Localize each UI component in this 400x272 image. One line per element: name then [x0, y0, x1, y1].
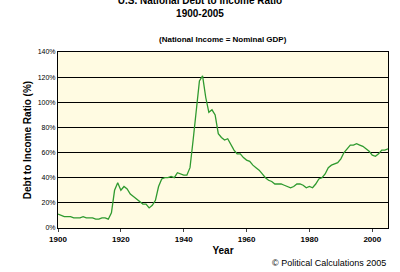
svg-text:© Political Calculations 2005: © Political Calculations 2005 [272, 258, 386, 268]
svg-text:120%: 120% [38, 74, 56, 81]
svg-text:60%: 60% [42, 149, 56, 156]
svg-text:U.S. National Debt to Income R: U.S. National Debt to Income Ratio1900-2… [118, 0, 282, 19]
svg-text:Year: Year [212, 245, 233, 256]
svg-text:2000: 2000 [363, 235, 381, 244]
svg-text:100%: 100% [38, 99, 56, 106]
svg-text:1980: 1980 [301, 235, 319, 244]
svg-text:80%: 80% [42, 124, 56, 131]
svg-text:140%: 140% [38, 48, 56, 55]
svg-text:1920: 1920 [112, 235, 130, 244]
svg-text:0%: 0% [45, 224, 55, 231]
svg-text:1940: 1940 [175, 235, 193, 244]
svg-text:1960: 1960 [238, 235, 256, 244]
svg-text:Debt to Income Ratio (%): Debt to Income Ratio (%) [22, 81, 33, 199]
svg-text:(National Income = Nominal GDP: (National Income = Nominal GDP) [159, 35, 287, 44]
svg-text:1900: 1900 [49, 235, 67, 244]
svg-text:40%: 40% [42, 174, 56, 181]
svg-text:20%: 20% [42, 199, 56, 206]
